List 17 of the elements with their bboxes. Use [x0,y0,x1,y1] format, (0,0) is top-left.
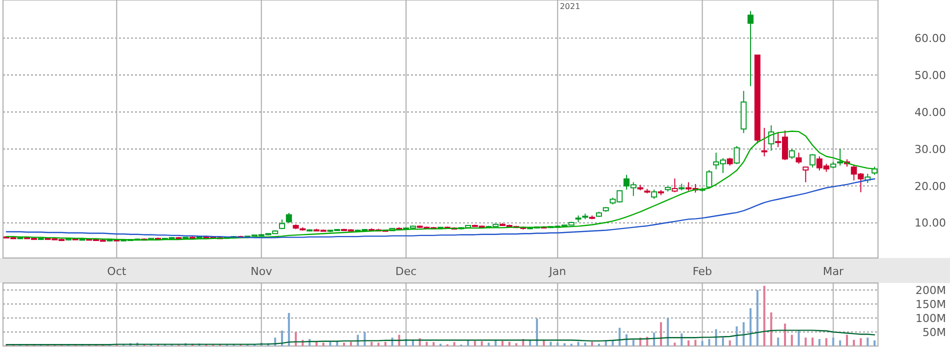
y-tick-label: 100M [916,312,946,325]
y-tick-label: 50M [922,326,946,339]
x-tick-label: Mar [822,265,844,278]
x-tick-label: Feb [692,265,712,278]
x-tick-label: Dec [395,265,417,278]
y-tick-label: 50.00 [914,68,946,82]
x-tick-label: Jan [548,265,566,278]
x-tick-label: Nov [250,265,273,278]
x-tick-label: Oct [107,265,127,278]
y-tick-label: 10.00 [914,216,946,230]
annotation: 2021 [560,2,580,11]
y-tick-label: 200M [916,284,946,297]
y-tick-label: 30.00 [914,142,946,156]
y-tick-label: 40.00 [914,106,946,119]
y-tick-label: 20.00 [914,180,946,193]
y-tick-label: 60.00 [914,32,946,45]
y-tick-label: 150M [916,298,946,311]
